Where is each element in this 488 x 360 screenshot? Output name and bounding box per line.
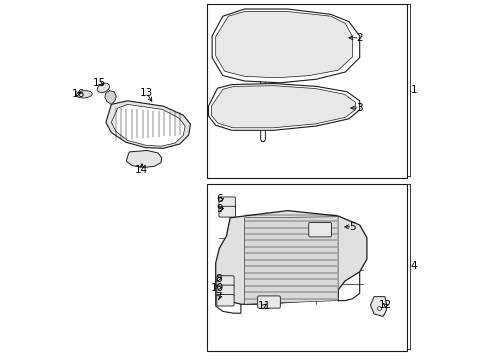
Text: 9: 9: [216, 204, 223, 214]
Text: 10: 10: [211, 283, 224, 293]
Polygon shape: [126, 150, 162, 167]
Polygon shape: [111, 104, 185, 146]
Ellipse shape: [377, 307, 381, 310]
Bar: [206, 184, 406, 351]
Ellipse shape: [97, 83, 109, 93]
Text: 4: 4: [409, 261, 416, 271]
Text: 16: 16: [71, 89, 84, 99]
Text: 5: 5: [348, 222, 355, 232]
Bar: [206, 4, 406, 178]
Text: 3: 3: [356, 103, 362, 113]
Polygon shape: [212, 9, 359, 83]
FancyBboxPatch shape: [216, 285, 234, 297]
FancyBboxPatch shape: [219, 206, 235, 217]
Polygon shape: [215, 211, 366, 304]
FancyBboxPatch shape: [257, 296, 280, 308]
Polygon shape: [104, 91, 116, 104]
Text: 12: 12: [378, 300, 391, 310]
FancyBboxPatch shape: [219, 197, 235, 208]
FancyBboxPatch shape: [216, 294, 234, 306]
Text: 13: 13: [140, 88, 153, 98]
Polygon shape: [208, 84, 359, 130]
Text: 11: 11: [257, 301, 270, 311]
Text: 8: 8: [215, 274, 222, 284]
Text: 7: 7: [215, 292, 222, 302]
Text: 6: 6: [216, 194, 223, 204]
FancyBboxPatch shape: [216, 276, 234, 287]
Text: 14: 14: [135, 165, 148, 175]
Polygon shape: [244, 217, 337, 304]
Polygon shape: [211, 86, 355, 128]
Polygon shape: [106, 101, 190, 148]
Polygon shape: [370, 297, 386, 316]
Text: 2: 2: [356, 33, 362, 43]
FancyBboxPatch shape: [308, 222, 331, 237]
Text: 15: 15: [93, 78, 106, 88]
Polygon shape: [215, 12, 352, 78]
Text: 1: 1: [409, 85, 416, 95]
Ellipse shape: [76, 91, 92, 98]
